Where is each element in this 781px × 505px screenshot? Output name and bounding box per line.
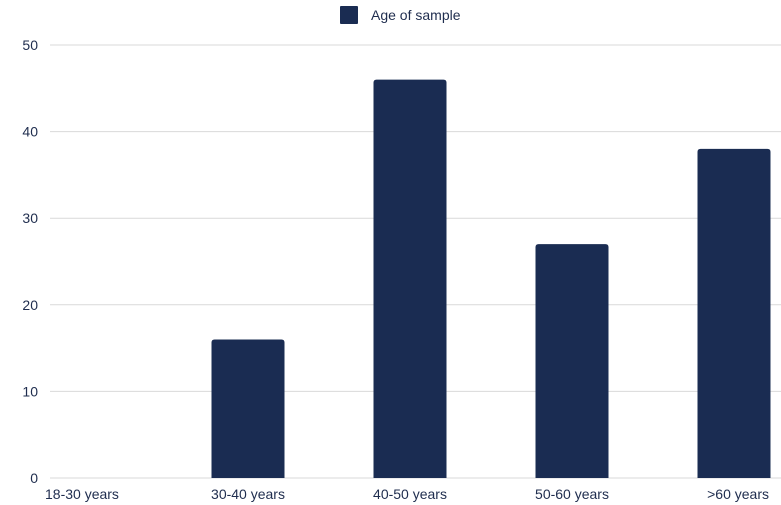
x-category-label: 18-30 years [45, 486, 119, 502]
legend: Age of sample [340, 6, 461, 24]
bar-30-40-years [211, 339, 285, 478]
legend-label: Age of sample [371, 7, 461, 23]
x-category-label: 30-40 years [211, 486, 285, 502]
x-category-label: 50-60 years [535, 486, 609, 502]
legend-swatch [340, 6, 358, 24]
y-tick-label: 50 [22, 37, 38, 53]
y-tick-label: 30 [22, 210, 38, 226]
bar-40-50-years [373, 79, 447, 478]
bar-60-years [697, 148, 771, 479]
bar-50-60-years [535, 244, 609, 478]
x-category-label: >60 years [707, 486, 769, 502]
y-tick-label: 10 [22, 383, 38, 399]
y-tick-label: 20 [22, 297, 38, 313]
x-axis-categories: 18-30 years 30-40 years 40-50 years 50-60 y… [45, 486, 769, 502]
y-tick-label: 40 [22, 124, 38, 140]
y-tick-label: 0 [30, 470, 38, 486]
x-category-label: 40-50 years [373, 486, 447, 502]
bars [211, 79, 771, 479]
y-axis-ticks: 0 10 20 30 40 50 [22, 37, 38, 486]
